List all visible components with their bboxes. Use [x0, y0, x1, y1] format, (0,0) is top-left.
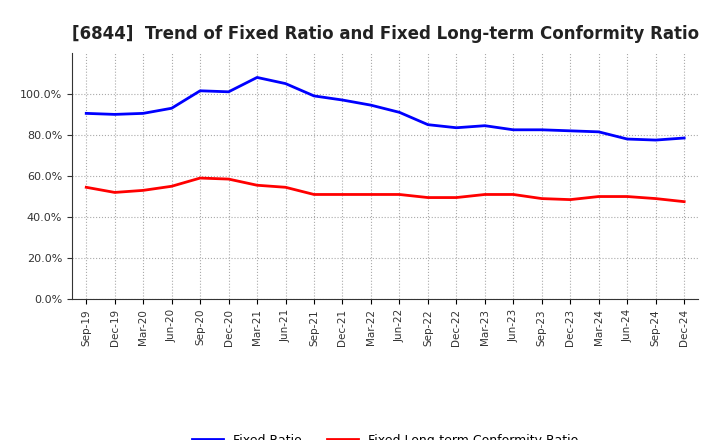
Line: Fixed Long-term Conformity Ratio: Fixed Long-term Conformity Ratio	[86, 178, 684, 202]
Fixed Ratio	[310, 93, 318, 99]
Fixed Ratio	[509, 127, 518, 132]
Fixed Long-term Conformity Ratio	[310, 192, 318, 197]
Fixed Ratio	[652, 137, 660, 143]
Fixed Ratio	[566, 128, 575, 133]
Fixed Long-term Conformity Ratio	[139, 188, 148, 193]
Fixed Long-term Conformity Ratio	[395, 192, 404, 197]
Fixed Ratio	[537, 127, 546, 132]
Fixed Long-term Conformity Ratio	[253, 183, 261, 188]
Fixed Ratio	[395, 110, 404, 115]
Fixed Long-term Conformity Ratio	[623, 194, 631, 199]
Fixed Long-term Conformity Ratio	[480, 192, 489, 197]
Fixed Ratio	[110, 112, 119, 117]
Fixed Ratio	[452, 125, 461, 130]
Legend: Fixed Ratio, Fixed Long-term Conformity Ratio: Fixed Ratio, Fixed Long-term Conformity …	[192, 433, 578, 440]
Fixed Long-term Conformity Ratio	[282, 185, 290, 190]
Fixed Ratio	[282, 81, 290, 86]
Fixed Long-term Conformity Ratio	[366, 192, 375, 197]
Fixed Long-term Conformity Ratio	[82, 185, 91, 190]
Fixed Ratio	[595, 129, 603, 135]
Fixed Long-term Conformity Ratio	[452, 195, 461, 200]
Fixed Long-term Conformity Ratio	[537, 196, 546, 201]
Fixed Ratio	[338, 97, 347, 103]
Fixed Long-term Conformity Ratio	[566, 197, 575, 202]
Fixed Ratio	[680, 136, 688, 141]
Fixed Long-term Conformity Ratio	[196, 176, 204, 181]
Fixed Ratio	[623, 136, 631, 142]
Fixed Ratio	[480, 123, 489, 128]
Fixed Ratio	[139, 111, 148, 116]
Fixed Long-term Conformity Ratio	[167, 183, 176, 189]
Fixed Long-term Conformity Ratio	[652, 196, 660, 201]
Fixed Ratio	[196, 88, 204, 93]
Fixed Long-term Conformity Ratio	[338, 192, 347, 197]
Fixed Long-term Conformity Ratio	[423, 195, 432, 200]
Fixed Ratio	[253, 75, 261, 80]
Fixed Long-term Conformity Ratio	[225, 176, 233, 182]
Fixed Long-term Conformity Ratio	[595, 194, 603, 199]
Fixed Ratio	[366, 103, 375, 108]
Fixed Ratio	[82, 111, 91, 116]
Fixed Long-term Conformity Ratio	[110, 190, 119, 195]
Fixed Ratio	[423, 122, 432, 127]
Fixed Long-term Conformity Ratio	[509, 192, 518, 197]
Title: [6844]  Trend of Fixed Ratio and Fixed Long-term Conformity Ratio: [6844] Trend of Fixed Ratio and Fixed Lo…	[71, 25, 699, 43]
Fixed Ratio	[225, 89, 233, 95]
Fixed Ratio	[167, 106, 176, 111]
Fixed Long-term Conformity Ratio	[680, 199, 688, 204]
Line: Fixed Ratio: Fixed Ratio	[86, 77, 684, 140]
